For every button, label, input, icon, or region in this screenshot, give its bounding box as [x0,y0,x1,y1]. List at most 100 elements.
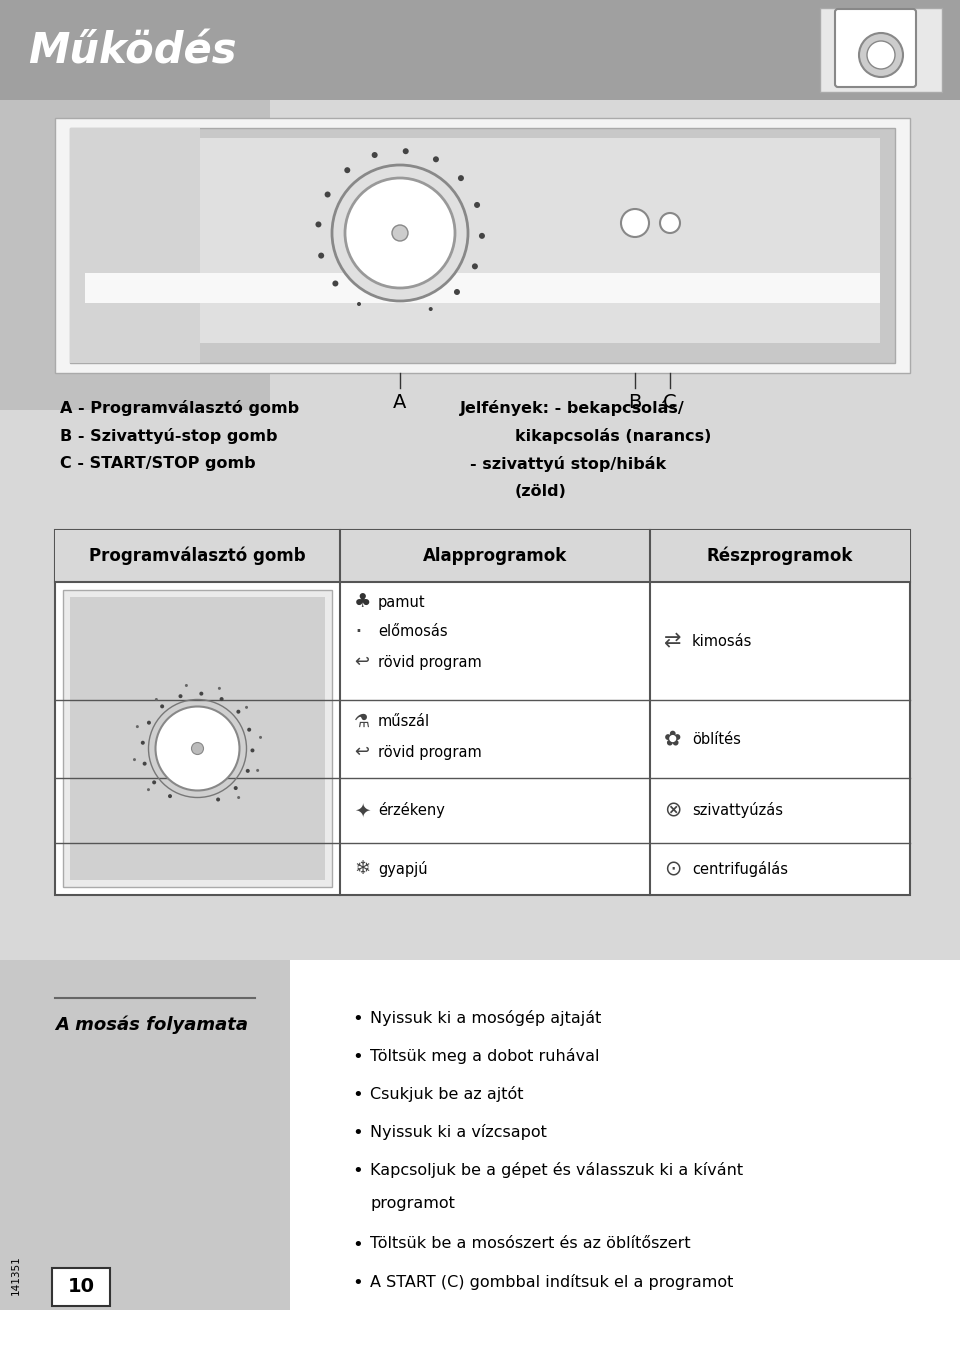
Circle shape [372,152,377,157]
Circle shape [133,759,136,761]
Text: Töltsük meg a dobot ruhával: Töltsük meg a dobot ruhával [370,1048,599,1064]
Text: Kapcsoljuk be a gépet és válasszuk ki a kívánt: Kapcsoljuk be a gépet és válasszuk ki a … [370,1162,743,1178]
Text: ✿: ✿ [664,729,682,749]
Text: Programválasztó gomb: Programválasztó gomb [89,547,306,565]
Bar [85,273,880,303]
Circle shape [246,769,250,773]
Circle shape [660,213,680,233]
Circle shape [433,156,439,163]
Text: •: • [352,1124,363,1142]
Circle shape [259,736,262,738]
Circle shape [251,748,254,752]
Text: Működés: Működés [28,31,236,73]
Circle shape [479,233,485,239]
Circle shape [141,741,145,745]
Circle shape [454,289,460,295]
Text: •: • [352,1236,363,1254]
Text: Nyissuk ki a mosógép ajtaját: Nyissuk ki a mosógép ajtaját [370,1010,601,1026]
Text: C - START/STOP gomb: C - START/STOP gomb [60,456,255,471]
Circle shape [474,202,480,208]
Text: Részprogramok: Részprogramok [707,547,853,565]
Bar [55,530,910,582]
Circle shape [168,794,172,798]
Circle shape [403,148,409,155]
Text: ↩: ↩ [354,742,370,761]
Bar [0,960,290,1345]
Text: A - Programválasztó gomb: A - Programválasztó gomb [60,399,300,416]
Circle shape [185,685,188,687]
Text: Csukjuk be az ajtót: Csukjuk be az ajtót [370,1085,523,1102]
Circle shape [392,225,408,241]
Text: •: • [352,1162,363,1180]
Bar [70,128,895,363]
Circle shape [155,698,157,701]
Text: gyapjú: gyapjú [378,861,427,877]
Circle shape [472,264,478,269]
Text: rövid program: rövid program [378,655,482,670]
Text: érzékeny: érzékeny [378,803,444,819]
Circle shape [332,165,468,301]
Circle shape [147,788,150,791]
Text: A: A [394,394,407,413]
Bar [63,590,332,886]
Circle shape [233,785,238,790]
Text: kikapcsolás (narancs): kikapcsolás (narancs) [515,428,711,444]
Bar [70,128,200,363]
Circle shape [458,175,464,182]
Circle shape [247,728,252,732]
Circle shape [136,725,139,728]
Text: •: • [352,1274,363,1293]
Circle shape [143,761,147,765]
Text: - szivattyú stop/hibák: - szivattyú stop/hibák [470,456,666,472]
Circle shape [245,706,248,709]
Text: ·: · [354,620,362,644]
Text: műszál: műszál [378,714,430,729]
Bar [290,960,960,1345]
Text: 141351: 141351 [11,1255,21,1295]
Circle shape [332,281,338,286]
Circle shape [147,721,151,725]
Circle shape [256,769,259,772]
Text: •: • [352,1048,363,1067]
Circle shape [216,798,220,802]
Text: Alapprogramok: Alapprogramok [422,547,567,565]
Circle shape [191,742,204,755]
Text: B - Szivattyú-stop gomb: B - Szivattyú-stop gomb [60,428,277,444]
Text: Nyissuk ki a vízcsapot: Nyissuk ki a vízcsapot [370,1124,547,1141]
Circle shape [236,710,240,714]
Text: ↩: ↩ [354,654,370,671]
Circle shape [316,222,322,227]
Bar [52,1268,110,1306]
Circle shape [179,694,182,698]
FancyBboxPatch shape [835,9,916,87]
Circle shape [867,40,895,69]
Text: ♣: ♣ [354,593,372,612]
Text: ⊗: ⊗ [664,800,682,820]
Text: ✦: ✦ [354,802,371,820]
Text: ❄: ❄ [354,859,371,878]
Text: centrifugálás: centrifugálás [692,861,788,877]
Circle shape [318,253,324,258]
Text: ⇄: ⇄ [664,631,682,651]
Circle shape [220,697,224,701]
Circle shape [218,687,221,690]
Circle shape [357,303,361,307]
Text: •: • [352,1085,363,1104]
Bar [0,0,960,100]
Circle shape [345,167,350,174]
Text: ⚗: ⚗ [354,713,371,730]
Bar [70,597,325,880]
Circle shape [621,208,649,237]
Text: Jelfények: - bekapcsolás/: Jelfények: - bekapcsolás/ [460,399,684,416]
Circle shape [859,34,903,77]
Bar [0,1310,960,1345]
Text: 10: 10 [67,1278,94,1297]
Text: •: • [352,1010,363,1028]
Circle shape [237,796,240,799]
Bar [820,8,942,91]
Bar [0,100,270,410]
Text: Töltsük be a mosószert és az öblítőszert: Töltsük be a mosószert és az öblítőszert [370,1236,690,1251]
Text: B: B [628,394,641,413]
Text: A START (C) gombbal indítsuk el a programot: A START (C) gombbal indítsuk el a progra… [370,1274,733,1290]
Circle shape [152,780,156,784]
